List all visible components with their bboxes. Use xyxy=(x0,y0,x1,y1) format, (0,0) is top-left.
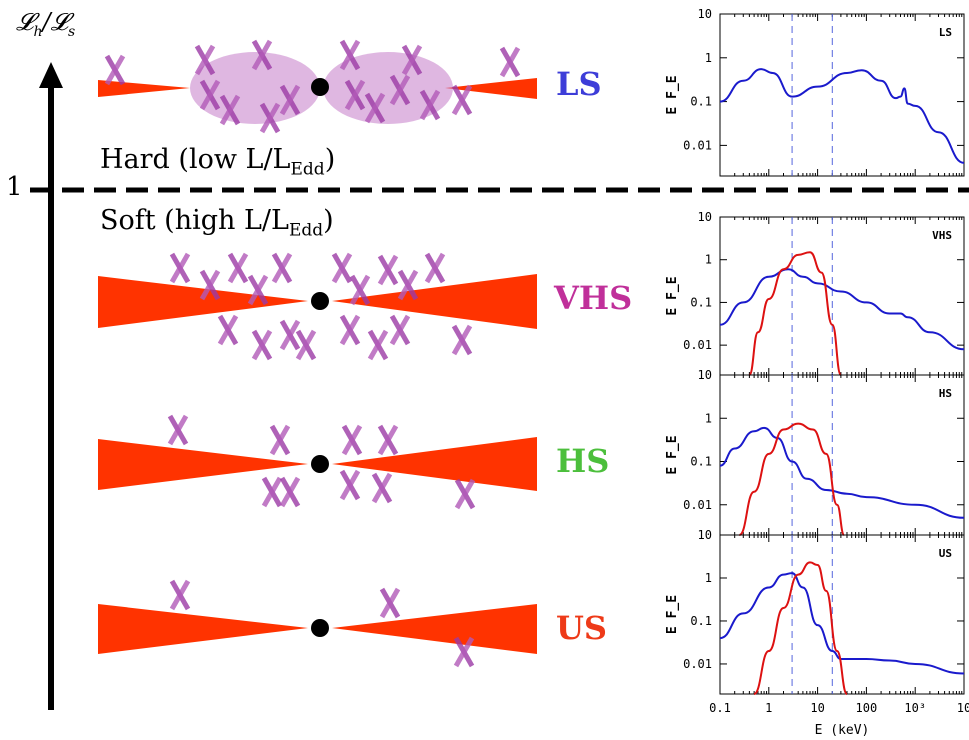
y-tick-label: 10 xyxy=(698,210,712,224)
panel-title: VHS xyxy=(932,229,952,242)
panel-frame-us xyxy=(719,534,965,695)
y-tick-label: 1 xyxy=(705,411,712,425)
ls-corona xyxy=(107,41,518,132)
us-diagram xyxy=(98,581,537,666)
x-tick-label: 1 xyxy=(765,701,772,715)
y-tick-label: 0.1 xyxy=(690,614,712,628)
y-tick-label: 10 xyxy=(698,7,712,21)
vhs-disk-left xyxy=(98,276,308,328)
panel-ylabel: E F_E xyxy=(665,276,680,315)
y-tick-label: 0.1 xyxy=(690,295,712,309)
spectrum-series-0 xyxy=(719,268,965,351)
y-tick-label: 1 xyxy=(705,51,712,65)
hard-state-label: Hard (low L/LEdd) xyxy=(100,144,336,180)
spectrum-series-1 xyxy=(753,561,848,695)
panel-title: US xyxy=(939,547,952,560)
luminosity-axis-arrow xyxy=(39,62,63,710)
ls-disk-right xyxy=(445,78,537,99)
spectrum-series-0 xyxy=(719,68,965,164)
y-tick-label: 10 xyxy=(698,368,712,382)
hs-disk-right xyxy=(332,437,537,491)
state-label-vhs: VHS xyxy=(554,279,633,317)
spectrum-series-1 xyxy=(738,422,846,536)
y-tick-label: 0.01 xyxy=(683,498,712,512)
soft-state-label: Soft (high L/LEdd) xyxy=(100,205,334,241)
hs-disk-left xyxy=(98,439,308,490)
y-tick-label: 0.01 xyxy=(683,657,712,671)
panel-frame-ls xyxy=(719,13,965,177)
accretion-diagrams xyxy=(98,0,537,740)
vhs-disk-right xyxy=(332,274,537,329)
y-tick-label: 0.1 xyxy=(690,455,712,469)
vhs-diagram xyxy=(98,254,537,359)
x-tick-label: 100 xyxy=(856,701,878,715)
axis-title: 𝓛h/𝓛s xyxy=(16,8,76,40)
spectral-panels: 10 1 0.1 0.01 E F_E LS 10 1 0.1 0.01 E F_E VHS 10 1 0.… xyxy=(665,7,969,738)
x-tick-label: 10³ xyxy=(904,701,926,715)
unity-tick-label: 1 xyxy=(6,172,23,202)
state-label-ls: LS xyxy=(556,65,602,103)
ls-black-hole xyxy=(311,78,329,96)
ls-diagram xyxy=(98,41,537,132)
y-tick-label: 1 xyxy=(705,253,712,267)
x-tick-label: 10 xyxy=(957,701,969,715)
vhs-black-hole xyxy=(311,292,329,310)
x-axis-label: E (keV) xyxy=(815,723,870,738)
panel-title: HS xyxy=(939,387,952,400)
hard-soft-divider xyxy=(30,187,969,193)
y-tick-label: 0.01 xyxy=(683,338,712,352)
us-black-hole xyxy=(311,619,329,637)
ls-disk-left xyxy=(98,80,190,97)
spectrum-series-0 xyxy=(719,572,965,675)
panel-ylabel: E F_E xyxy=(665,435,680,474)
panel-title: LS xyxy=(939,26,952,39)
x-tick-label: 10 xyxy=(810,701,824,715)
panel-frame-vhs xyxy=(719,216,965,376)
y-tick-label: 10 xyxy=(698,528,712,542)
y-tick-label: 0.1 xyxy=(690,95,712,109)
panel-ylabel: E F_E xyxy=(665,595,680,634)
spectrum-series-0 xyxy=(719,426,965,519)
x-tick-label: 0.1 xyxy=(709,701,731,715)
y-tick-label: 0.01 xyxy=(683,138,712,152)
hs-black-hole xyxy=(311,455,329,473)
hs-diagram xyxy=(98,416,537,508)
panel-frame-hs xyxy=(719,374,965,536)
spectrum-series-1 xyxy=(748,251,842,376)
us-disk-right xyxy=(332,604,537,654)
state-label-hs: HS xyxy=(556,442,610,480)
us-disk-left xyxy=(98,604,308,654)
panel-ylabel: E F_E xyxy=(665,75,680,114)
state-label-us: US xyxy=(556,609,608,647)
y-tick-label: 1 xyxy=(705,571,712,585)
